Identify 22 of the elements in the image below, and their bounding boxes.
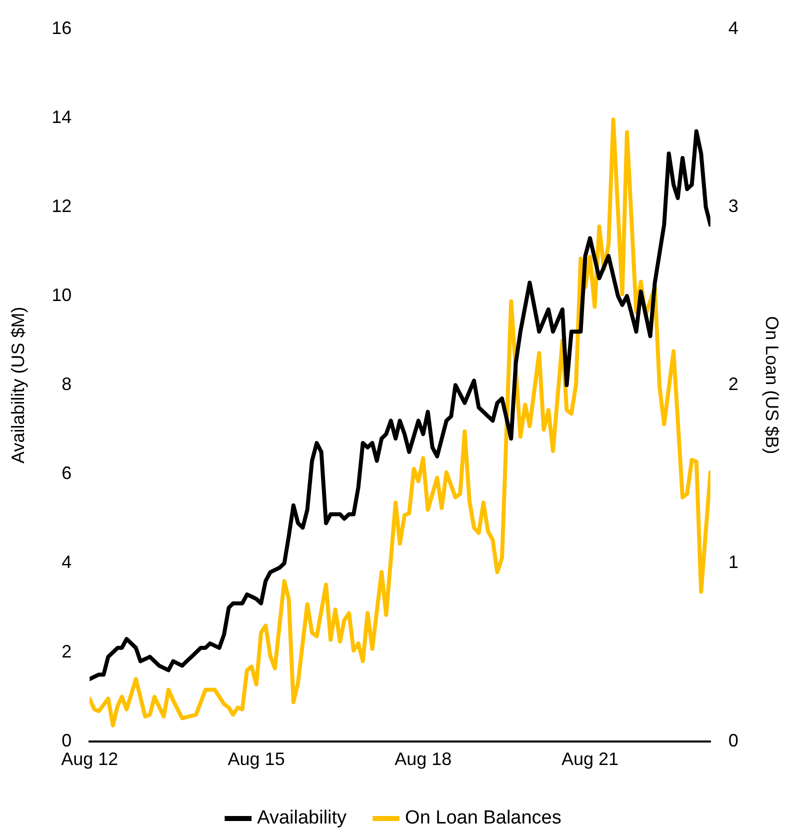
y2-tick-label: 3 <box>728 196 738 216</box>
y-tick-label: 12 <box>52 196 72 216</box>
y-tick-label: 2 <box>62 641 72 662</box>
y-tick-label: 10 <box>52 284 72 305</box>
legend-label: Availability <box>257 808 348 829</box>
y-axis-title: Availability (US $M) <box>8 306 28 464</box>
y-tick-label: 8 <box>62 374 72 394</box>
y-tick-label: 16 <box>52 18 72 38</box>
x-tick-label: Aug 15 <box>228 749 285 770</box>
x-tick-label: Aug 18 <box>394 749 452 770</box>
y2-tick-label: 1 <box>728 552 738 572</box>
y-tick-label: 0 <box>62 730 72 750</box>
x-tick-label: Aug 12 <box>61 749 118 770</box>
y-tick-label: 6 <box>62 463 72 484</box>
y2-tick-label: 2 <box>728 374 738 394</box>
legend-label: On Loan Balances <box>405 808 562 829</box>
x-tick-label: Aug 21 <box>561 749 619 770</box>
y2-axis-title: On Loan (US $B) <box>762 316 782 454</box>
y-tick-label: 14 <box>52 106 72 127</box>
y2-tick-label: 0 <box>728 730 738 750</box>
y2-tick-label: 4 <box>728 18 738 38</box>
y-tick-label: 4 <box>62 552 72 572</box>
